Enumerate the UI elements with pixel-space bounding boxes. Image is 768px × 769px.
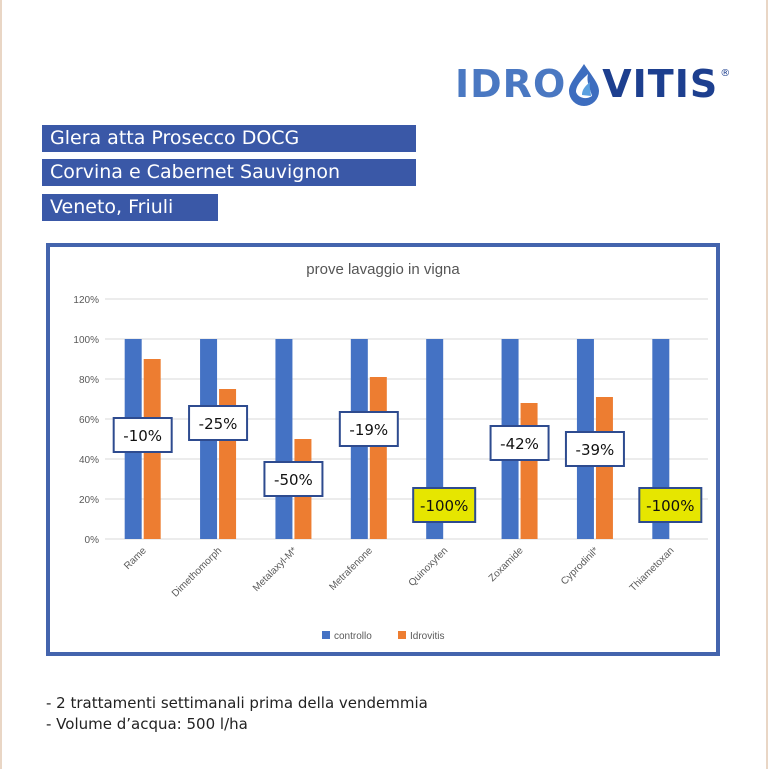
legend-label: Idrovitis <box>410 631 444 642</box>
y-tick-label: 60% <box>79 415 99 426</box>
x-tick-label: Dimethomorph <box>170 545 224 599</box>
x-tick-label: Quinoxyfen <box>407 545 451 589</box>
x-tick-label: Zoxamide <box>487 545 526 584</box>
delta-label: -100% <box>646 497 694 515</box>
y-tick-label: 20% <box>79 495 99 506</box>
delta-label: -19% <box>349 421 388 439</box>
water-drop-icon <box>569 64 600 106</box>
note-line-1: - 2 trattamenti settimanali prima della … <box>46 694 428 712</box>
delta-label: -42% <box>500 435 539 453</box>
delta-label-box <box>638 487 703 523</box>
registered-mark: ® <box>720 68 731 79</box>
bar-idrovitis <box>595 397 613 539</box>
variety-tag-2: Corvina e Cabernet Sauvignon <box>42 159 416 186</box>
left-edge <box>0 0 2 769</box>
note-line-2: - Volume d’acqua: 500 l/ha <box>46 715 248 733</box>
chart-frame: prove lavaggio in vigna 0% 20% 40% 60% 80% 10… <box>46 243 720 656</box>
x-tick-label: Thiametoxan <box>628 545 677 594</box>
delta-label-box <box>263 461 324 497</box>
legend-label: controllo <box>334 631 372 642</box>
delta-label: -39% <box>576 441 615 459</box>
right-edge <box>766 0 768 769</box>
delta-label: -50% <box>274 471 313 489</box>
y-tick-label: 40% <box>79 455 99 466</box>
logo-text-left: IDRO <box>455 62 567 106</box>
notes: - 2 trattamenti settimanali prima della … <box>46 693 428 735</box>
delta-label-box <box>489 425 550 461</box>
y-tick-label: 0% <box>85 535 100 546</box>
region-tag: Veneto, Friuli <box>42 194 218 221</box>
bar-idrovitis <box>369 377 387 539</box>
idrovitis-logo: IDRO VITIS ® <box>455 62 730 106</box>
logo-text-right: VITIS <box>602 62 719 106</box>
legend-swatch <box>322 631 330 639</box>
delta-label-box <box>188 405 249 441</box>
x-tick-label: Rame <box>122 545 149 572</box>
legend-swatch <box>398 631 406 639</box>
chart-title: prove lavaggio in vigna <box>306 261 460 278</box>
delta-label-box <box>338 411 399 447</box>
y-tick-label: 120% <box>73 295 99 306</box>
x-tick-label: Metrafenone <box>327 545 375 593</box>
x-tick-label: Cyprodinil* <box>559 545 601 587</box>
variety-tag-1: Glera atta Prosecco DOCG <box>42 125 416 152</box>
delta-label-box <box>112 417 173 453</box>
delta-label: -10% <box>123 427 162 445</box>
x-tick-label: Metalaxyl-M* <box>251 545 300 594</box>
bar-idrovitis <box>520 403 538 539</box>
delta-label: -25% <box>199 415 238 433</box>
delta-label-box <box>412 487 477 523</box>
bar-chart: 0% 20% 40% 60% 80% 100% 120% Rame Dimethomorph Me… <box>73 295 708 642</box>
bar-controllo <box>275 339 293 539</box>
delta-label: -100% <box>420 497 468 515</box>
y-tick-label: 100% <box>73 335 99 346</box>
y-tick-label: 80% <box>79 375 99 386</box>
delta-label-box <box>564 431 625 467</box>
